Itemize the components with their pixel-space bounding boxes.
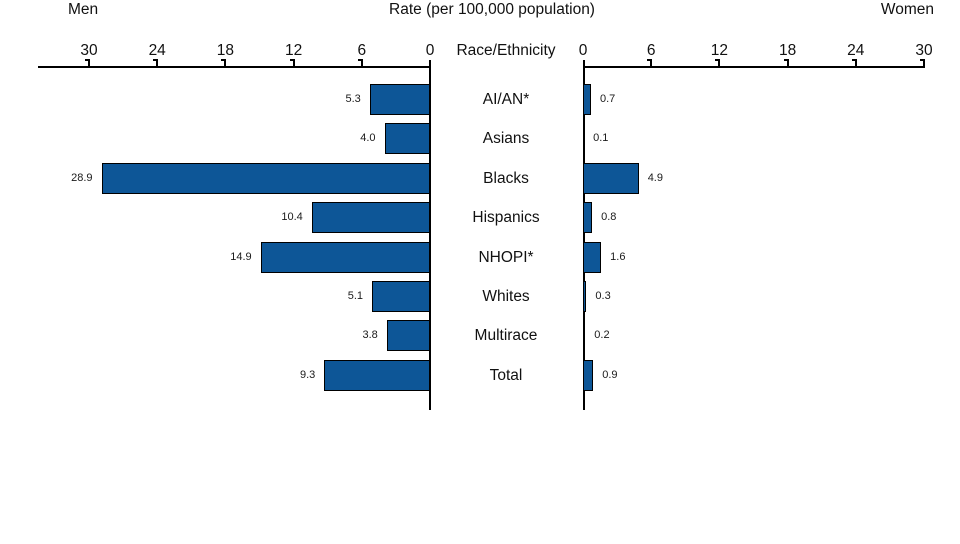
women-bar <box>583 162 639 194</box>
women-axis-tick <box>647 59 653 66</box>
women-value-label: 0.1 <box>593 132 609 145</box>
men-axis-tick-label: 18 <box>216 42 235 59</box>
men-value-label: 28.9 <box>71 171 93 184</box>
women-value-label: 0.8 <box>601 211 617 224</box>
women-value-label: 4.9 <box>647 171 663 184</box>
category-label: Total <box>489 366 523 384</box>
women-axis-line <box>583 66 925 68</box>
chart-title: Rate (per 100,000 population) <box>389 1 595 18</box>
men-axis-tick <box>357 59 363 66</box>
women-axis-tick-label: 24 <box>847 42 865 59</box>
women-bar <box>583 202 593 234</box>
men-axis-tick <box>221 59 227 66</box>
men-value-label: 14.9 <box>230 250 252 263</box>
women-zero-baseline <box>583 60 585 410</box>
women-value-label: 0.9 <box>602 368 618 381</box>
women-bar <box>583 359 594 391</box>
men-axis-tick-label: 24 <box>148 42 166 59</box>
women-bar <box>583 241 602 273</box>
men-value-label: 9.3 <box>299 368 316 381</box>
race-ethnicity-axis-label: Race/Ethnicity <box>456 42 556 59</box>
men-bar <box>324 359 430 391</box>
women-axis-tick-label: 12 <box>710 42 729 59</box>
women-axis-tick <box>715 59 721 66</box>
men-bar <box>260 241 430 273</box>
women-value-label: 0.2 <box>594 329 610 342</box>
category-label: Whites <box>482 288 530 305</box>
women-axis-tick <box>783 59 789 66</box>
men-value-label: 3.8 <box>362 329 378 342</box>
men-series-title: Men <box>68 1 99 18</box>
men-value-label: 5.3 <box>345 93 361 105</box>
women-axis-tick-label: 18 <box>778 42 797 59</box>
men-bar <box>101 162 430 194</box>
women-value-label: 0.7 <box>599 93 616 105</box>
women-axis-tick-label: 30 <box>915 42 933 59</box>
men-value-label: 5.1 <box>347 290 364 302</box>
men-bar <box>372 281 430 312</box>
men-axis-line <box>38 66 431 68</box>
men-axis-tick <box>289 59 295 66</box>
women-axis-tick <box>851 59 857 66</box>
men-axis-tick-label: 0 <box>425 42 435 59</box>
women-value-label: 0.3 <box>595 290 611 302</box>
women-bar <box>583 281 587 312</box>
men-axis-tick <box>153 59 159 66</box>
men-bar <box>311 202 430 234</box>
men-value-label: 10.4 <box>281 211 303 224</box>
category-label: Blacks <box>483 169 529 187</box>
men-value-label: 4.0 <box>360 132 376 145</box>
women-series-title: Women <box>880 1 934 18</box>
women-axis-tick-label: 0 <box>578 42 588 59</box>
men-zero-baseline <box>429 60 431 410</box>
women-value-label: 1.6 <box>610 250 626 263</box>
women-axis-tick <box>920 59 925 66</box>
men-bar <box>369 84 430 115</box>
men-axis-tick-label: 12 <box>284 42 303 59</box>
women-bar <box>583 320 586 352</box>
men-axis-tick <box>85 59 90 66</box>
men-axis-tick-label: 30 <box>80 42 98 59</box>
category-label: AI/AN* <box>482 91 530 108</box>
category-label: Multirace <box>474 327 538 345</box>
men-bar <box>386 320 430 352</box>
men-axis-tick-label: 6 <box>357 42 367 59</box>
category-label: Asians <box>482 130 530 148</box>
men-bar <box>384 123 430 155</box>
category-label: NHOPI* <box>478 248 534 266</box>
category-label: Hispanics <box>472 209 540 227</box>
women-bar <box>583 84 591 115</box>
women-axis-tick-label: 6 <box>646 42 656 59</box>
